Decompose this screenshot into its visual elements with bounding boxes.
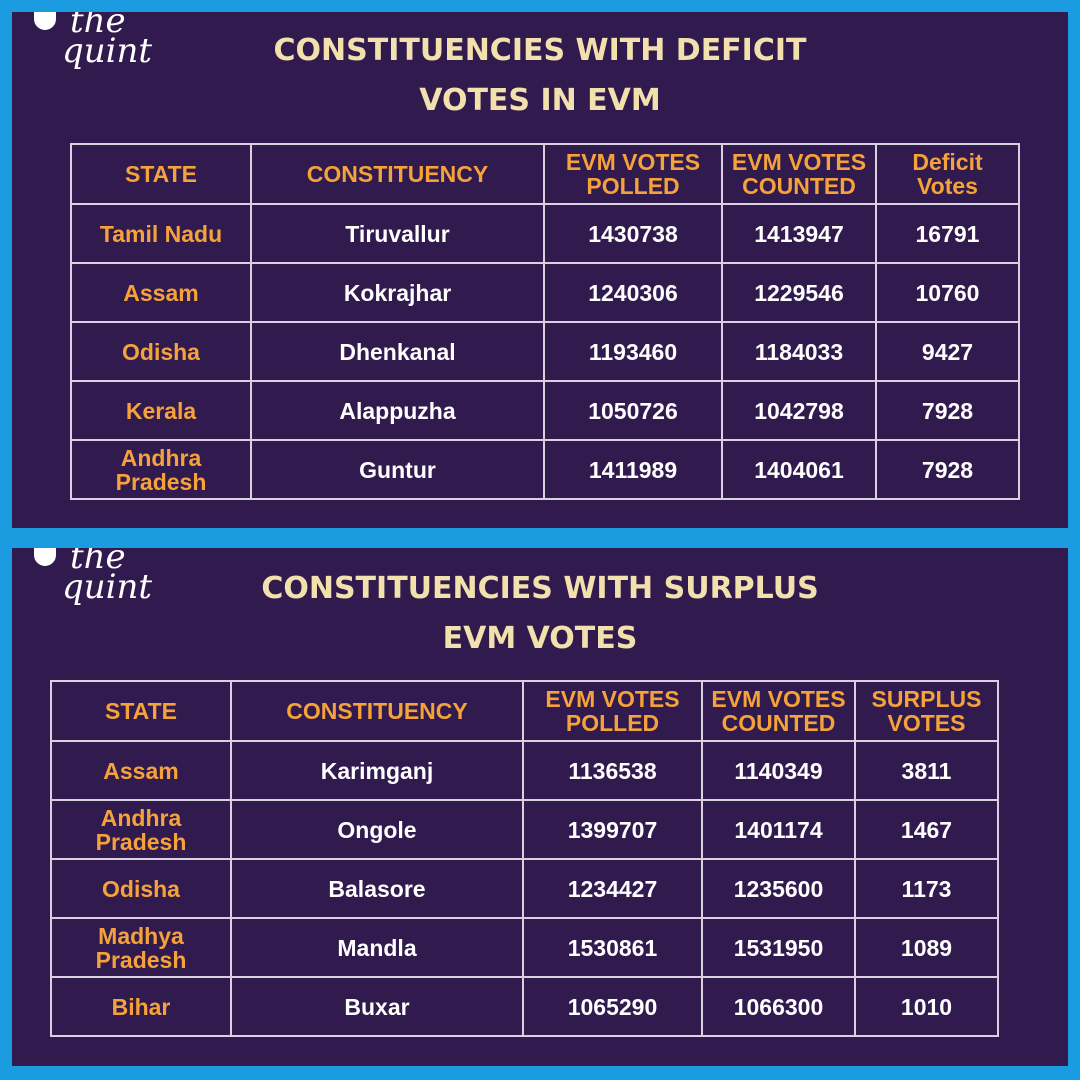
title-line: VOTES IN EVM <box>419 83 661 118</box>
cell: Alappuzha <box>250 380 545 441</box>
cell: 1413947 <box>721 203 877 264</box>
state-cell: Tamil Nadu <box>70 203 252 264</box>
cell: 7928 <box>875 439 1020 500</box>
surplus-table: STATE CONSTITUENCY EVM VOTES POLLED EVM VOT… <box>50 680 999 1037</box>
state-cell: Madhya Pradesh <box>50 917 232 978</box>
cell: Ongole <box>230 799 524 860</box>
table-row: Odisha Balasore 1234427 1235600 1173 <box>50 858 999 919</box>
cell: 9427 <box>875 321 1020 382</box>
logo-icon <box>34 548 56 566</box>
header-row: STATE CONSTITUENCY EVM VOTES POLLED EVM VOT… <box>50 680 999 742</box>
logo-line: the <box>70 12 126 41</box>
header-cell: EVM VOTES POLLED <box>522 680 703 742</box>
cell: Kokrajhar <box>250 262 545 323</box>
cell: 1234427 <box>522 858 703 919</box>
table-row: Tamil Nadu Tiruvallur 1430738 1413947 16791 <box>70 203 1020 264</box>
cell: 1193460 <box>543 321 723 382</box>
cell: 1240306 <box>543 262 723 323</box>
cell: 1089 <box>854 917 999 978</box>
table-row: Assam Kokrajhar 1240306 1229546 10760 <box>70 262 1020 323</box>
state-cell: Bihar <box>50 976 232 1037</box>
header-cell: CONSTITUENCY <box>250 143 545 205</box>
state-cell: Kerala <box>70 380 252 441</box>
cell: 1404061 <box>721 439 877 500</box>
header-row: STATE CONSTITUENCY EVM VOTES POLLED EVM VOT… <box>70 143 1020 205</box>
state-cell: Assam <box>70 262 252 323</box>
cell: 10760 <box>875 262 1020 323</box>
cell: 1066300 <box>701 976 856 1037</box>
state-cell: Andhra Pradesh <box>70 439 252 500</box>
state-cell: Assam <box>50 740 232 801</box>
cell: Tiruvallur <box>250 203 545 264</box>
header-cell: STATE <box>50 680 232 742</box>
table-row: Assam Karimganj 1136538 1140349 3811 <box>50 740 999 801</box>
cell: 1173 <box>854 858 999 919</box>
cell: 3811 <box>854 740 999 801</box>
cell: Mandla <box>230 917 524 978</box>
table-row: Andhra Pradesh Ongole 1399707 1401174 1467 <box>50 799 999 860</box>
cell: Balasore <box>230 858 524 919</box>
header-cell: EVM VOTES COUNTED <box>701 680 856 742</box>
cell: 1401174 <box>701 799 856 860</box>
cell: 1411989 <box>543 439 723 500</box>
state-cell: Andhra Pradesh <box>50 799 232 860</box>
cell: 7928 <box>875 380 1020 441</box>
header-cell: Deficit Votes <box>875 143 1020 205</box>
header-cell: SURPLUS VOTES <box>854 680 999 742</box>
cell: 1010 <box>854 976 999 1037</box>
table-row: Madhya Pradesh Mandla 1530861 1531950 1089 <box>50 917 999 978</box>
cell: 1136538 <box>522 740 703 801</box>
table-row: Andhra Pradesh Guntur 1411989 1404061 7928 <box>70 439 1020 500</box>
cell: 1184033 <box>721 321 877 382</box>
cell: 1229546 <box>721 262 877 323</box>
logo-line: quint <box>62 567 153 607</box>
logo: the quint <box>62 548 152 604</box>
logo: the quint <box>62 12 152 68</box>
cell: 1050726 <box>543 380 723 441</box>
cell: 1065290 <box>522 976 703 1037</box>
state-cell: Odisha <box>70 321 252 382</box>
logo-line: the <box>70 548 126 577</box>
title-line: EVM VOTES <box>442 621 638 656</box>
state-cell: Odisha <box>50 858 232 919</box>
logo-icon <box>34 12 56 30</box>
cell: Guntur <box>250 439 545 500</box>
title-line: CONSTITUENCIES WITH DEFICIT <box>273 33 807 68</box>
header-cell: CONSTITUENCY <box>230 680 524 742</box>
cell: 1399707 <box>522 799 703 860</box>
table-row: Odisha Dhenkanal 1193460 1184033 9427 <box>70 321 1020 382</box>
cell: 1235600 <box>701 858 856 919</box>
cell: 1430738 <box>543 203 723 264</box>
title: CONSTITUENCIES WITH SURPLUS EVM VOTES <box>12 564 1068 664</box>
cell: 1467 <box>854 799 999 860</box>
deficit-panel: the quint CONSTITUENCIES WITH DEFICIT VOTE… <box>12 12 1068 528</box>
cell: 1042798 <box>721 380 877 441</box>
title-line: CONSTITUENCIES WITH SURPLUS <box>261 571 819 606</box>
cell: Karimganj <box>230 740 524 801</box>
cell: 16791 <box>875 203 1020 264</box>
cell: Buxar <box>230 976 524 1037</box>
title: CONSTITUENCIES WITH DEFICIT VOTES IN EVM <box>12 26 1068 126</box>
cell: 1140349 <box>701 740 856 801</box>
header-cell: EVM VOTES POLLED <box>543 143 723 205</box>
header-cell: EVM VOTES COUNTED <box>721 143 877 205</box>
cell: 1531950 <box>701 917 856 978</box>
table-row: Kerala Alappuzha 1050726 1042798 7928 <box>70 380 1020 441</box>
cell: Dhenkanal <box>250 321 545 382</box>
deficit-table: STATE CONSTITUENCY EVM VOTES POLLED EVM VOT… <box>70 143 1020 500</box>
header-cell: STATE <box>70 143 252 205</box>
surplus-panel: the quint CONSTITUENCIES WITH SURPLUS EVM … <box>12 548 1068 1066</box>
table-row: Bihar Buxar 1065290 1066300 1010 <box>50 976 999 1037</box>
logo-line: quint <box>62 31 153 71</box>
cell: 1530861 <box>522 917 703 978</box>
